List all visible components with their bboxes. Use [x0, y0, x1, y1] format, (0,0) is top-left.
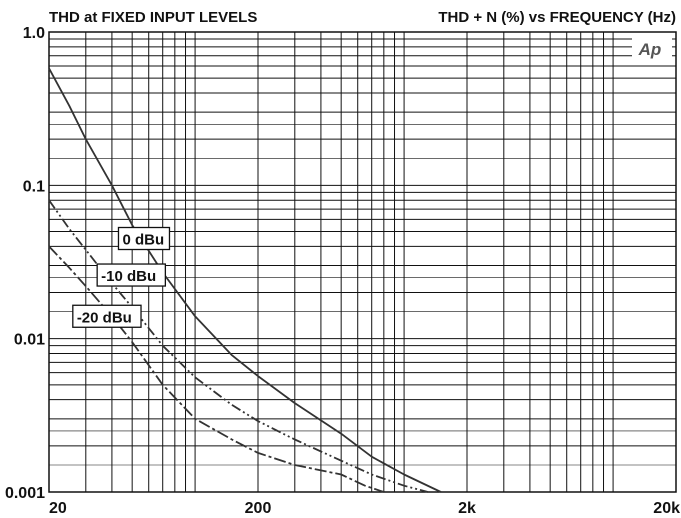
curve-label-1: -10 dBu: [96, 263, 167, 287]
curve-label-box: [72, 304, 142, 328]
series-line-0: [48, 67, 442, 493]
chart-title-left: THD at FIXED INPUT LEVELS: [49, 9, 257, 26]
curve-label-text: -20 dBu: [77, 309, 132, 326]
chart-title-right: THD + N (%) vs FREQUENCY (Hz): [438, 9, 676, 26]
ap-logo-text: Ap: [638, 40, 662, 59]
curve-label-box: [96, 263, 167, 287]
curve-labels: 0 dBu -10 dBu -20 dBu: [72, 226, 171, 328]
series-line-2: [48, 245, 385, 493]
x-tick-label: 20k: [653, 500, 680, 517]
y-tick-label: 0.1: [23, 178, 45, 195]
grid: [48, 32, 677, 493]
y-tick-label: 0.001: [5, 485, 45, 502]
x-tick-label: 20: [49, 500, 67, 517]
curve-label-text: 0 dBu: [122, 232, 164, 249]
curve-label-box: [117, 226, 171, 251]
x-tick-label: 2k: [458, 500, 476, 517]
x-tick-label: 200: [245, 500, 272, 517]
y-axis-tick-labels: 1.0 0.1 0.01 0.001: [5, 25, 45, 502]
ap-watermark: Ap: [632, 36, 672, 59]
y-tick-label: 0.01: [14, 332, 45, 349]
curve-label-2: -20 dBu: [72, 304, 142, 328]
series-group: [48, 67, 442, 493]
plot-frame: [48, 31, 677, 493]
y-tick-label: 1.0: [23, 25, 45, 42]
curve-label-text: -10 dBu: [101, 268, 156, 285]
x-axis-tick-labels: 20 200 2k 20k: [49, 500, 680, 517]
curve-label-0: 0 dBu: [117, 226, 171, 251]
